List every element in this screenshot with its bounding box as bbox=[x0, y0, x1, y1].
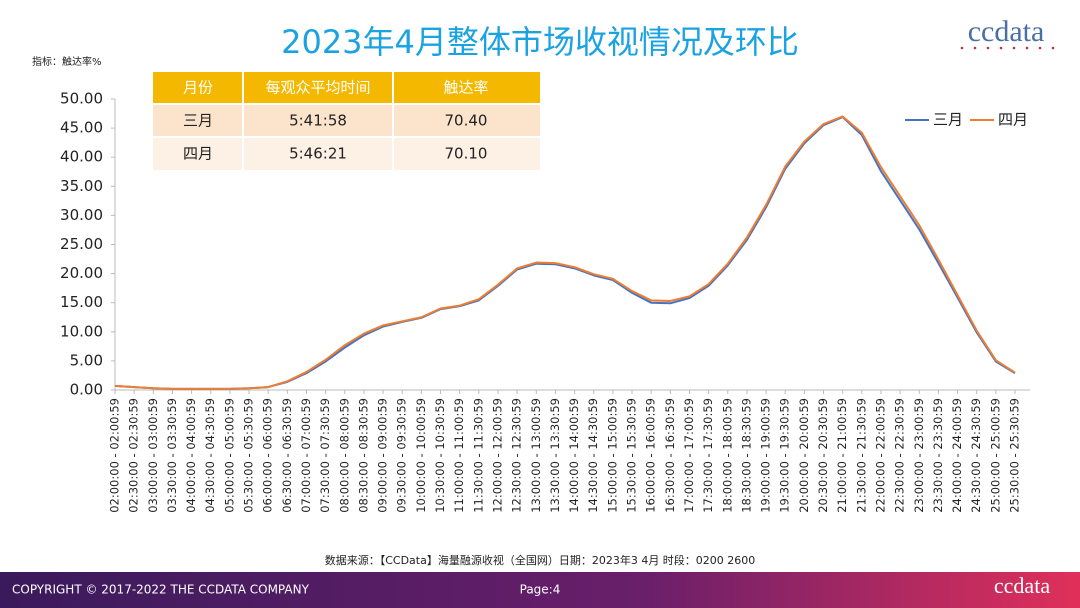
x-tick-label: 15:30:00 - 15:30:59 bbox=[625, 398, 639, 513]
x-tick-label: 06:00:00 - 06:00:59 bbox=[261, 398, 275, 513]
table-cell: 5:46:21 bbox=[289, 145, 347, 163]
x-tick-label: 17:00:00 - 17:00:59 bbox=[682, 398, 696, 513]
x-tick-label: 24:00:00 - 24:00:59 bbox=[950, 398, 964, 513]
table-header: 月份 bbox=[183, 79, 213, 97]
page-number: Page:4 bbox=[520, 583, 561, 597]
x-tick-label: 05:30:00 - 05:30:59 bbox=[242, 398, 256, 513]
series-line bbox=[114, 115, 1016, 390]
x-tick-label: 02:30:00 - 02:30:59 bbox=[127, 398, 141, 513]
x-tick-label: 21:00:00 - 21:00:59 bbox=[835, 398, 849, 513]
x-tick-label: 03:30:00 - 03:30:59 bbox=[165, 398, 179, 513]
x-tick-label: 11:30:00 - 11:30:59 bbox=[471, 398, 485, 513]
y-tick-label: 20.00 bbox=[60, 264, 103, 282]
table-cell: 70.10 bbox=[445, 145, 488, 163]
plot: 0.00 5.00 10.00 15.00 20.00 25.00 30.00 35.00 40… bbox=[60, 90, 1030, 513]
x-tick-label: 12:30:00 - 12:30:59 bbox=[510, 398, 524, 513]
table-header-bg bbox=[153, 72, 540, 104]
table-cell: 70.40 bbox=[445, 112, 488, 130]
legend-label: 四月 bbox=[998, 111, 1028, 129]
x-tick-label: 07:00:00 - 07:00:59 bbox=[299, 398, 313, 513]
x-tick-label: 19:30:00 - 19:30:59 bbox=[778, 398, 792, 513]
table-header: 每观众平均时间 bbox=[265, 79, 370, 97]
x-tick-label: 04:30:00 - 04:30:59 bbox=[203, 398, 217, 513]
x-tick-label: 12:00:00 - 12:00:59 bbox=[490, 398, 504, 513]
x-tick-label: 11:00:00 - 11:00:59 bbox=[452, 398, 466, 513]
table-cell: 四月 bbox=[183, 145, 213, 163]
table-row-bg bbox=[153, 137, 540, 170]
x-tick-label: 18:30:00 - 18:30:59 bbox=[739, 398, 753, 513]
x-tick-label: 20:30:00 - 20:30:59 bbox=[816, 398, 830, 513]
x-tick-label: 20:00:00 - 20:00:59 bbox=[797, 398, 811, 513]
y-tick-label: 50.00 bbox=[60, 90, 103, 108]
chart-title: 2023年4月整体市场收视情况及环比 bbox=[281, 23, 799, 61]
x-tick-label: 19:00:00 - 19:00:59 bbox=[759, 398, 773, 513]
x-tick-label: 14:00:00 - 14:00:59 bbox=[567, 398, 581, 513]
y-tick-label: 15.00 bbox=[60, 293, 103, 311]
x-tick-label: 21:30:00 - 21:30:59 bbox=[854, 398, 868, 513]
legend-label: 三月 bbox=[933, 111, 963, 129]
x-tick-label: 08:30:00 - 08:30:59 bbox=[356, 398, 370, 513]
table-cell: 5:41:58 bbox=[289, 112, 347, 130]
logo: ccdata bbox=[968, 15, 1045, 48]
x-tick-label: 13:00:00 - 13:00:59 bbox=[529, 398, 543, 513]
x-tick-label: 23:00:00 - 23:00:59 bbox=[912, 398, 926, 513]
source-note: 数据来源：【CCData】海量融源收视（全国网）日期：2023年3 4月 时段：… bbox=[325, 553, 756, 567]
footer-bar bbox=[0, 572, 1080, 608]
x-tick-label: 25:00:00 - 25:00:59 bbox=[988, 398, 1002, 513]
y-tick-label: 30.00 bbox=[60, 206, 103, 224]
footer-logo: ccdata bbox=[994, 573, 1050, 598]
x-tick-label: 16:30:00 - 16:30:59 bbox=[663, 398, 677, 513]
table-row-bg bbox=[153, 104, 540, 137]
x-tick-label: 05:00:00 - 05:00:59 bbox=[222, 398, 236, 513]
x-tick-label: 16:00:00 - 16:00:59 bbox=[644, 398, 658, 513]
x-tick-label: 13:30:00 - 13:30:59 bbox=[548, 398, 562, 513]
x-tick-label: 03:00:00 - 03:00:59 bbox=[146, 398, 160, 513]
y-tick-label: 5.00 bbox=[70, 351, 103, 369]
x-tick-label: 04:00:00 - 04:00:59 bbox=[184, 398, 198, 513]
x-tick-label: 10:30:00 - 10:30:59 bbox=[433, 398, 447, 513]
x-tick-label: 09:30:00 - 09:30:59 bbox=[395, 398, 409, 513]
y-tick-label: 25.00 bbox=[60, 235, 103, 253]
x-tick-label: 09:00:00 - 09:00:59 bbox=[376, 398, 390, 513]
copyright: COPYRIGHT © 2017-2022 THE CCDATA COMPANY bbox=[12, 583, 310, 597]
y-tick-label: 45.00 bbox=[60, 119, 103, 137]
x-tick-label: 08:00:00 - 08:00:59 bbox=[337, 398, 351, 513]
y-tick-label: 10.00 bbox=[60, 322, 103, 340]
y-axis-label: 指标：触达率% bbox=[32, 55, 102, 68]
x-tick-label: 23:30:00 - 23:30:59 bbox=[931, 398, 945, 513]
x-tick-label: 10:00:00 - 10:00:59 bbox=[414, 398, 428, 513]
x-tick-label: 14:30:00 - 14:30:59 bbox=[586, 398, 600, 513]
x-tick-label: 18:00:00 - 18:00:59 bbox=[720, 398, 734, 513]
y-tick-label: 40.00 bbox=[60, 148, 103, 166]
x-tick-label: 07:30:00 - 07:30:59 bbox=[318, 398, 332, 513]
y-tick-label: 35.00 bbox=[60, 177, 103, 195]
x-tick-label: 06:30:00 - 06:30:59 bbox=[280, 398, 294, 513]
x-tick-label: 17:30:00 - 17:30:59 bbox=[701, 398, 715, 513]
table-cell: 三月 bbox=[183, 112, 213, 130]
x-tick-label: 02:00:00 - 02:00:59 bbox=[108, 398, 122, 513]
x-tick-label: 15:00:00 - 15:00:59 bbox=[605, 398, 619, 513]
x-tick-label: 24:30:00 - 24:30:59 bbox=[969, 398, 983, 513]
x-tick-label: 22:00:00 - 22:00:59 bbox=[873, 398, 887, 513]
table-header: 触达率 bbox=[443, 79, 488, 97]
logo-dots bbox=[960, 46, 1055, 50]
x-tick-label: 25:30:00 - 25:30:59 bbox=[1008, 398, 1022, 513]
x-tick-label: 22:30:00 - 22:30:59 bbox=[893, 398, 907, 513]
y-tick-label: 0.00 bbox=[70, 381, 103, 399]
